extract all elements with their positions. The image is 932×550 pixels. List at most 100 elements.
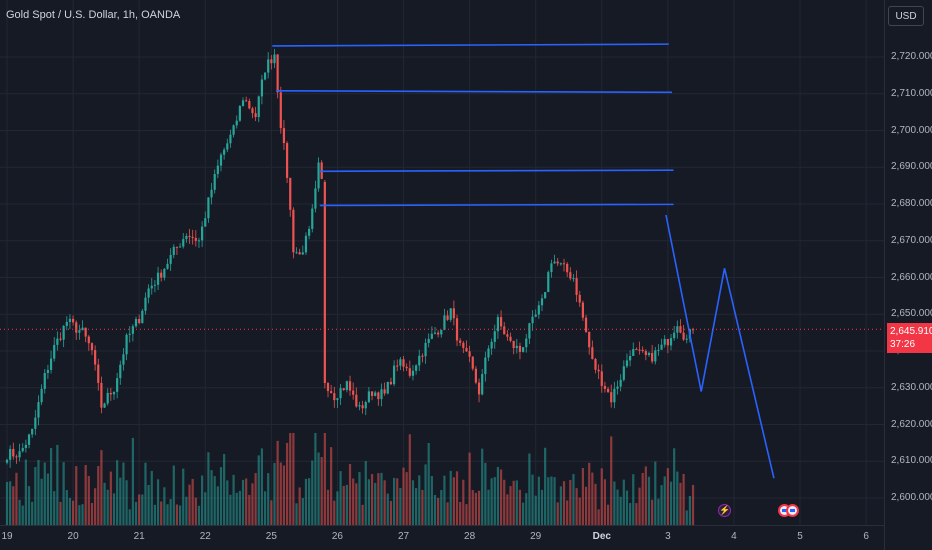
candle-body — [323, 181, 326, 384]
volume-bar — [496, 466, 500, 525]
horizontal-level-line — [272, 43, 669, 47]
candle-body — [204, 218, 207, 227]
time-tick-label: 22 — [199, 531, 211, 542]
candle-body — [5, 459, 9, 463]
volume-bar — [597, 509, 600, 525]
candle-body — [405, 366, 408, 369]
candle-body — [175, 246, 179, 248]
volume-bar — [380, 472, 383, 525]
volume-bar — [569, 479, 572, 525]
candle-body — [616, 386, 619, 389]
us-flag-icon[interactable] — [786, 504, 799, 517]
volume-bar — [676, 471, 679, 525]
volume-bar — [53, 491, 56, 525]
candle-body — [622, 366, 625, 380]
candle-body — [160, 272, 163, 278]
candle-body — [178, 246, 182, 248]
time-tick-label: 5 — [797, 531, 803, 542]
volume-bar — [367, 479, 371, 525]
currency-button[interactable]: USD — [888, 6, 924, 26]
volume-bar — [103, 482, 106, 525]
volume-bar — [175, 504, 179, 525]
volume-bar — [370, 474, 374, 525]
candle-body — [125, 334, 128, 355]
candle-body — [474, 368, 478, 383]
volume-bar — [484, 462, 487, 525]
volume-bar — [43, 462, 46, 525]
candle-body — [644, 351, 647, 355]
volume-bar — [90, 502, 94, 525]
volume-bar — [62, 462, 65, 525]
price-tick-label: 2,600.000 — [891, 492, 932, 503]
volume-bar — [345, 484, 348, 525]
volume-bar — [547, 477, 550, 525]
volume-bar — [619, 496, 622, 525]
candle-body — [248, 100, 251, 109]
price-tick-label: 2,630.000 — [891, 381, 932, 393]
volume-bar — [333, 500, 336, 525]
volume-bar — [386, 493, 389, 525]
volume-bar — [449, 470, 452, 525]
price-tick-label: 2,650.000 — [891, 308, 932, 320]
volume-bar — [131, 437, 134, 525]
volume-bar — [21, 505, 24, 525]
candle-body — [418, 355, 421, 366]
candle-body — [462, 342, 465, 348]
volume-bar — [408, 434, 411, 525]
candle-body — [402, 359, 405, 367]
volume-bar — [389, 500, 393, 525]
candle-body — [654, 350, 657, 362]
volume-bar — [144, 462, 147, 525]
volume-bar — [537, 476, 540, 525]
candle-body — [62, 325, 65, 340]
candle-body — [465, 347, 468, 352]
volume-bar — [163, 487, 166, 525]
price-tick-label: 2,670.000 — [891, 234, 932, 246]
candle-body — [443, 315, 446, 330]
volume-bar — [238, 490, 241, 525]
volume-bar — [169, 499, 172, 525]
volume-bar — [600, 468, 603, 525]
volume-bar — [71, 500, 75, 525]
candle-body — [317, 162, 320, 189]
volume-bar — [594, 483, 597, 525]
candle-body — [553, 261, 556, 264]
candle-body — [588, 331, 591, 348]
volume-bar — [34, 467, 37, 525]
volume-bar — [15, 472, 18, 525]
candle-body — [116, 378, 119, 392]
candle-body — [163, 268, 166, 278]
lightning-icon[interactable]: ⚡ — [718, 504, 731, 517]
candle-body — [34, 417, 37, 429]
projection-path — [665, 214, 775, 479]
candle-body — [638, 349, 641, 351]
volume-bar — [405, 472, 408, 525]
candle-body — [282, 128, 286, 144]
volume-bar — [613, 481, 616, 525]
candle-body — [103, 403, 106, 408]
candle-body — [389, 381, 393, 385]
volume-bar — [336, 491, 339, 525]
candle-body — [613, 388, 616, 403]
volume-bar — [660, 485, 663, 525]
candle-body — [254, 113, 257, 118]
time-tick-label: 28 — [464, 531, 476, 542]
candle-body — [468, 351, 471, 357]
candle-body — [635, 349, 638, 351]
candle-body — [562, 263, 566, 265]
volume-bar — [685, 510, 688, 525]
volume-bar — [201, 475, 204, 525]
candle-body — [512, 340, 515, 349]
volume-bar — [24, 459, 27, 525]
candle-body — [572, 278, 575, 280]
volume-bar — [581, 467, 585, 525]
candle-body — [245, 100, 248, 102]
volume-bar — [603, 479, 607, 525]
candle-body — [304, 235, 308, 253]
candle-body — [600, 371, 603, 386]
candle-body — [15, 456, 18, 458]
candle-body — [415, 365, 418, 371]
volume-bar — [263, 491, 267, 525]
volume-bar — [534, 495, 537, 525]
